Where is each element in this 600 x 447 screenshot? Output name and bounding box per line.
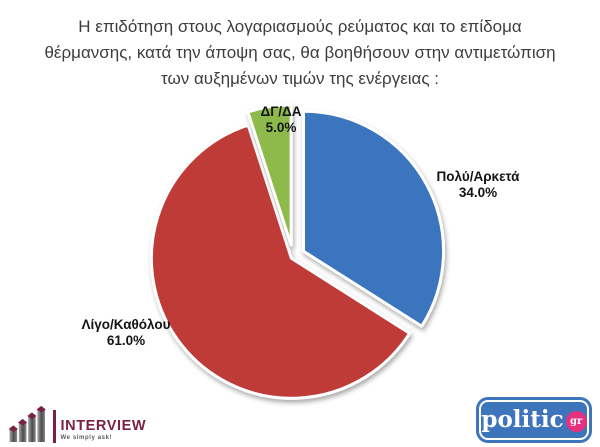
interview-bar-top — [8, 425, 18, 432]
slice-label-poly-arketa: Πολύ/Αρκετά 34.0% — [413, 169, 543, 200]
slice-label-ligo-katholou-value: 61.0% — [106, 332, 146, 348]
slice-label-dg-da: ΔΓ/ΔΑ 5.0% — [231, 104, 331, 135]
pie-slice-poly-arketa — [302, 109, 446, 328]
interview-bar-top — [27, 412, 37, 419]
interview-bar — [28, 416, 36, 442]
interview-logo-divider — [53, 410, 56, 443]
pie-slice-ligo-katholou — [149, 123, 412, 400]
interview-bar-top — [18, 418, 28, 426]
slice-label-dg-da-value: 5.0% — [265, 119, 297, 135]
slice-label-ligo-katholou-name: Λίγο/Καθόλου — [81, 317, 171, 332]
interview-bar — [9, 429, 18, 442]
interview-bar — [18, 422, 27, 442]
interview-logo: INTERVIEW We simply ask! — [8, 402, 146, 444]
interview-logo-tagline: We simply ask! — [60, 435, 113, 441]
chart-title-line-2: θέρμανσης, κατά την άποψη σας, θα βοηθήσ… — [44, 43, 556, 62]
politic-logo-gr-badge: gr — [565, 410, 587, 432]
interview-bar — [37, 409, 45, 442]
chart-title: Η επιδότηση στους λογαριασμούς ρεύματος … — [0, 14, 600, 92]
politic-logo: politic gr — [479, 400, 589, 440]
slice-label-ligo-katholou: Λίγο/Καθόλου 61.0% — [61, 317, 191, 348]
slice-label-poly-arketa-value: 34.0% — [458, 184, 498, 200]
slice-label-poly-arketa-name: Πολύ/Αρκετά — [436, 169, 520, 184]
pie-slice-dg-da — [246, 103, 293, 247]
politic-logo-name: politic — [481, 405, 564, 433]
chart-title-line-3: των αυξημένων τιμών της ενέργειας : — [160, 69, 440, 88]
slice-label-dg-da-name: ΔΓ/ΔΑ — [260, 104, 302, 119]
interview-logo-name: INTERVIEW — [60, 418, 147, 434]
chart-title-line-1: Η επιδότηση στους λογαριασμούς ρεύματος … — [78, 17, 522, 36]
interview-bars-icon — [8, 405, 46, 442]
interview-bar-top — [36, 405, 46, 413]
